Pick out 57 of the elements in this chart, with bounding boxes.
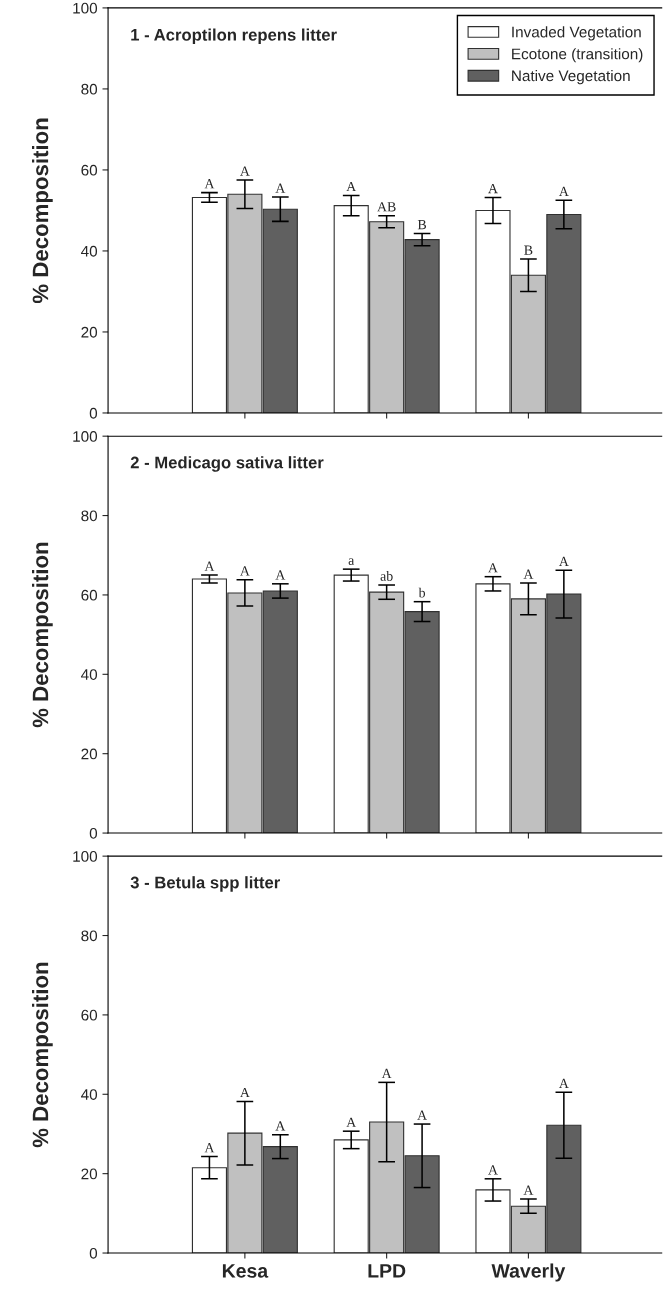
- data-label: ab: [380, 571, 393, 581]
- data-label: A: [204, 561, 215, 571]
- y-axis-title: % Decomposition: [32, 118, 53, 304]
- y-tick-label: 0: [89, 407, 98, 419]
- data-label: A: [558, 1078, 569, 1088]
- data-label: AB: [377, 202, 396, 212]
- data-label: A: [346, 181, 357, 192]
- data-label: A: [417, 1110, 427, 1120]
- data-label: A: [523, 1185, 534, 1195]
- data-label: A: [558, 186, 569, 196]
- data-label: b: [418, 587, 426, 598]
- data-label: A: [204, 179, 215, 189]
- y-tick-label: 40: [81, 669, 98, 680]
- data-label: A: [275, 1121, 286, 1131]
- data-label: A: [240, 566, 250, 576]
- y-tick-label: 80: [81, 930, 98, 942]
- data-label: A: [240, 166, 250, 176]
- data-label: A: [523, 569, 534, 579]
- data-label: A: [558, 556, 569, 566]
- y-tick-label: 20: [81, 326, 98, 338]
- data-label: A: [488, 183, 498, 194]
- text: 3 - Betula spp litter: [130, 876, 280, 892]
- data-label: A: [488, 1165, 498, 1175]
- text: 1 - Acroptilon repens litter: [131, 28, 337, 45]
- y-tick-label: 60: [81, 164, 98, 176]
- y-tick-label: 80: [81, 83, 98, 95]
- y-tick-label: 0: [89, 1247, 98, 1259]
- data-label: A: [275, 570, 286, 580]
- data-label: A: [346, 1117, 357, 1127]
- y-tick-label: 20: [81, 748, 98, 760]
- y-axis-title: % Decomposition: [32, 542, 53, 728]
- data-label: A: [381, 1068, 392, 1079]
- text: 2 - Medicago sativa litter: [130, 456, 324, 472]
- y-tick-label: 100: [73, 851, 98, 862]
- y-tick-label: 40: [81, 1089, 98, 1100]
- y-tick-label: 100: [73, 431, 98, 442]
- y-tick-label: 0: [89, 827, 98, 839]
- x-tick-label: LPD: [368, 1264, 406, 1278]
- data-label: B: [524, 245, 533, 255]
- legend-label: Native Vegetation: [512, 70, 630, 85]
- data-label: B: [417, 220, 427, 230]
- y-tick-label: 100: [73, 2, 98, 14]
- legend-label: Invaded Vegetation: [512, 26, 641, 41]
- y-tick-label: 60: [81, 589, 98, 601]
- data-label: A: [240, 1087, 250, 1098]
- x-tick-label: Waverly: [491, 1263, 566, 1282]
- y-axis-title: % Decomposition: [32, 962, 53, 1148]
- data-label: A: [204, 1143, 215, 1153]
- y-tick-label: 20: [81, 1168, 98, 1180]
- x-tick-label: Kesa: [222, 1264, 269, 1278]
- y-tick-label: 40: [81, 245, 98, 257]
- data-label: a: [348, 558, 355, 565]
- data-label: A: [275, 183, 286, 193]
- y-tick-label: 80: [81, 510, 98, 522]
- data-label: A: [488, 563, 498, 573]
- y-tick-label: 60: [81, 1009, 98, 1021]
- legend-label: Ecotone (transition): [512, 48, 643, 63]
